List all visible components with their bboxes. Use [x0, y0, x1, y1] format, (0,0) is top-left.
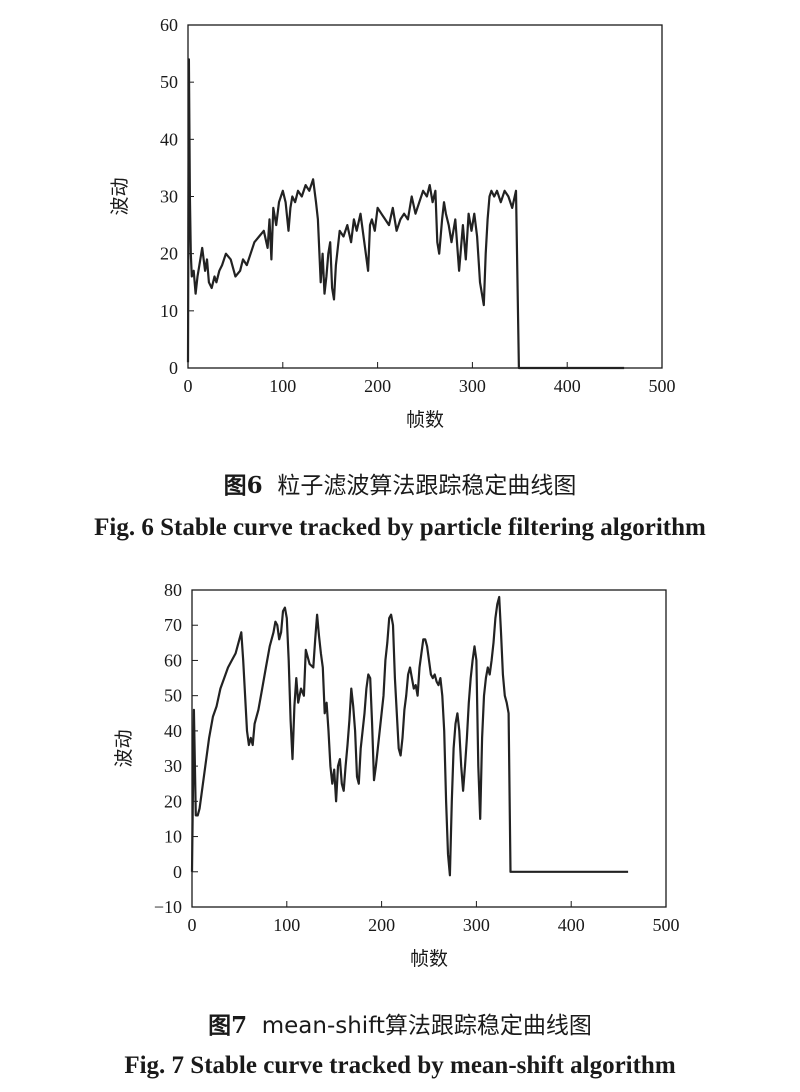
- x-tick-label: 500: [649, 376, 676, 396]
- x-tick-label: 500: [653, 915, 680, 935]
- fig7-y-axis-label: 波动: [113, 729, 135, 767]
- fig7-caption-en: Fig. 7 Stable curve tracked by mean-shif…: [124, 1052, 676, 1079]
- x-tick-label: 200: [368, 915, 395, 935]
- fig7-plot-frame: [191, 589, 667, 908]
- fig6-plot-frame: [187, 24, 663, 369]
- fig7-tick-labels: 0 100 200 300 400 500 −10 0 10 20 30 40 50 60 70 80: [154, 580, 680, 935]
- fig6-series-line: [186, 58, 625, 370]
- fig7-label: 图7: [208, 1012, 248, 1039]
- x-tick-label: 300: [463, 915, 490, 935]
- fig6-x-axis-label: 帧数: [406, 409, 444, 431]
- fig6-caption-cn-text: 粒子滤波算法跟踪稳定曲线图: [277, 473, 577, 499]
- y-tick-label: 30: [164, 756, 182, 776]
- fig6-chart: 0 100 200 300 400 500 0 10 20 30 40 50 60 帧数 波动: [109, 15, 676, 431]
- x-tick-label: 100: [269, 376, 296, 396]
- y-tick-label: 0: [173, 862, 182, 882]
- x-tick-label: 300: [459, 376, 486, 396]
- x-tick-label: 400: [554, 376, 581, 396]
- fig6-label: 图6: [223, 472, 263, 499]
- y-tick-label: 10: [164, 827, 182, 847]
- fig6-y-axis-label: 波动: [109, 177, 131, 215]
- y-tick-label: 0: [169, 358, 178, 378]
- y-tick-label: 10: [160, 301, 178, 321]
- y-tick-label: 60: [164, 650, 182, 670]
- x-tick-label: 0: [184, 376, 193, 396]
- fig6-tick-labels: 0 100 200 300 400 500 0 10 20 30 40 50 60: [160, 15, 676, 396]
- fig7-caption-cn-text: mean-shift算法跟踪稳定曲线图: [261, 1013, 592, 1039]
- fig7-series-line: [190, 595, 629, 877]
- y-tick-label: 40: [164, 721, 182, 741]
- x-tick-label: 400: [558, 915, 585, 935]
- fig6-caption-en: Fig. 6 Stable curve tracked by particle …: [94, 514, 706, 541]
- y-tick-label: 30: [160, 187, 178, 207]
- fig6-caption-cn: 图6 粒子滤波算法跟踪稳定曲线图: [0, 466, 800, 500]
- y-tick-label: 70: [164, 615, 182, 635]
- x-tick-label: 100: [273, 915, 300, 935]
- y-tick-label: −10: [154, 897, 182, 917]
- fig7-x-axis-label: 帧数: [410, 948, 448, 970]
- fig7-caption-cn: 图7 mean-shift算法跟踪稳定曲线图: [0, 1006, 800, 1040]
- y-tick-label: 20: [160, 244, 178, 264]
- y-tick-label: 80: [164, 580, 182, 600]
- y-tick-label: 50: [164, 686, 182, 706]
- y-tick-label: 50: [160, 72, 178, 92]
- y-tick-label: 60: [160, 15, 178, 35]
- x-tick-label: 0: [188, 915, 197, 935]
- y-tick-label: 20: [164, 791, 182, 811]
- x-tick-label: 200: [364, 376, 391, 396]
- y-tick-label: 40: [160, 129, 178, 149]
